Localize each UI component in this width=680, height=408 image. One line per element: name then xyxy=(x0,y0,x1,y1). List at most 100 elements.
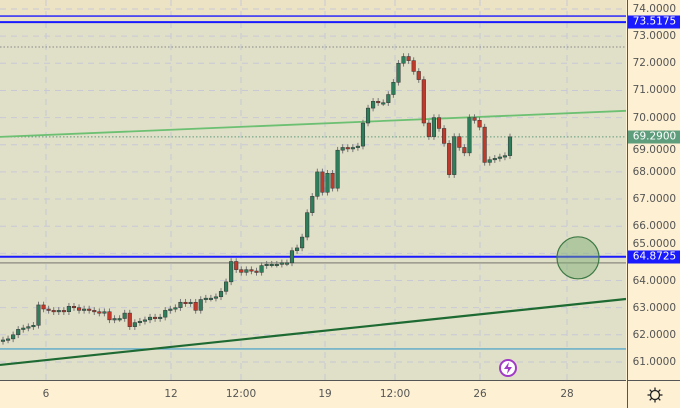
candle-body xyxy=(436,117,442,129)
candle-body xyxy=(477,120,482,128)
candle-body xyxy=(188,301,193,304)
candle-body xyxy=(21,327,26,330)
candle-body xyxy=(426,122,431,137)
candle-body xyxy=(396,63,401,83)
candle-body xyxy=(269,263,274,266)
candle-body xyxy=(350,147,355,150)
candle-body xyxy=(249,269,254,272)
price-tick-label: 72.0000 xyxy=(632,57,676,70)
chart-svg[interactable] xyxy=(0,0,626,380)
candle-body xyxy=(71,306,77,309)
gear-icon[interactable] xyxy=(627,380,680,408)
candle-body xyxy=(92,310,97,313)
candle-body xyxy=(87,308,92,311)
candle-body xyxy=(203,297,208,300)
time-tick-label: 6 xyxy=(42,388,50,400)
candle-body xyxy=(452,136,457,175)
candle-body xyxy=(41,304,46,310)
time-tick-label: 12:00 xyxy=(379,388,411,400)
candle-body xyxy=(137,320,142,323)
candle-body xyxy=(36,304,41,326)
candle-body xyxy=(259,265,264,273)
candle-body xyxy=(153,316,158,319)
time-axis[interactable]: 6 12 12:00 19 12:00 26 28 xyxy=(0,380,626,408)
time-tick-label: 12:00 xyxy=(225,388,257,400)
candle-body xyxy=(335,149,340,189)
candle-body xyxy=(442,128,447,144)
candle-body xyxy=(213,296,218,299)
lightning-icon[interactable] xyxy=(499,359,517,377)
candle-body xyxy=(325,173,330,193)
candle-body xyxy=(158,316,163,319)
candle-body xyxy=(295,247,300,251)
candle-body xyxy=(183,301,188,304)
candle-body xyxy=(82,308,87,311)
candle-body xyxy=(497,156,502,159)
candle-body xyxy=(472,117,477,121)
candle-body xyxy=(142,319,148,322)
time-tick-label: 26 xyxy=(473,388,487,400)
candle-body xyxy=(447,143,452,175)
candle-body xyxy=(97,311,102,314)
candle-body xyxy=(61,310,66,313)
candle-body xyxy=(421,79,426,124)
candle-body xyxy=(66,306,71,312)
candle-body xyxy=(315,171,320,197)
candle-body xyxy=(365,107,371,124)
candle-body xyxy=(416,71,421,80)
price-tick-label: 64.0000 xyxy=(632,274,676,287)
candle-body xyxy=(279,262,284,265)
candle-body xyxy=(46,308,51,311)
candle-body xyxy=(56,310,61,313)
candle-body xyxy=(77,307,82,311)
price-tick-label: 62.0000 xyxy=(632,328,676,341)
candle-body xyxy=(26,326,31,329)
candle-body xyxy=(401,56,406,64)
candle-body xyxy=(117,318,122,321)
price-tick-label: 68.0000 xyxy=(632,165,676,178)
candle-body xyxy=(340,147,345,151)
candle-body xyxy=(284,262,289,265)
price-tick-label: 73.0000 xyxy=(632,30,676,43)
candle-body xyxy=(112,318,117,321)
candle-body xyxy=(467,117,472,154)
candle-body xyxy=(234,261,239,270)
time-tick-label: 28 xyxy=(560,388,574,400)
candle-body xyxy=(274,263,279,266)
trendline xyxy=(0,297,626,367)
candle-body xyxy=(229,261,234,283)
level-price-label: 64.8725 xyxy=(628,250,680,264)
candle-body xyxy=(457,136,462,148)
candle-body xyxy=(0,339,6,342)
chart-plot-area[interactable]: n Ruble TOM xyxy=(0,0,626,380)
highlight-circle xyxy=(556,236,600,280)
candle-body xyxy=(122,312,127,319)
candle-body xyxy=(6,338,11,341)
candle-body xyxy=(208,297,213,300)
candle-body xyxy=(51,310,56,313)
candle-body xyxy=(406,56,411,61)
candle-body xyxy=(239,269,244,273)
price-tick-label: 61.0000 xyxy=(632,355,676,368)
candle-body xyxy=(431,117,436,137)
candle-body xyxy=(360,122,366,147)
price-tick-label: 65.0000 xyxy=(632,237,676,250)
candle-body xyxy=(330,173,335,189)
candle-body xyxy=(11,334,16,340)
candle-body xyxy=(391,82,396,95)
candle-body xyxy=(289,250,295,264)
candle-body xyxy=(127,312,132,327)
price-tick-label: 70.0000 xyxy=(632,111,676,124)
trendline xyxy=(0,109,626,138)
candle-body xyxy=(31,325,36,328)
candle-body xyxy=(411,60,416,72)
candle-body xyxy=(102,311,107,314)
price-tick-label: 74.0000 xyxy=(632,3,676,15)
candle-body xyxy=(310,196,315,213)
price-tick-label: 67.0000 xyxy=(632,193,676,206)
candle-body xyxy=(163,310,168,318)
candle-body xyxy=(305,212,310,238)
price-axis[interactable]: 73.5175 64.8725 69.2900 74.0000 73.0000 72.00… xyxy=(627,0,680,380)
candle-body xyxy=(173,307,178,310)
candle-body xyxy=(482,126,487,163)
